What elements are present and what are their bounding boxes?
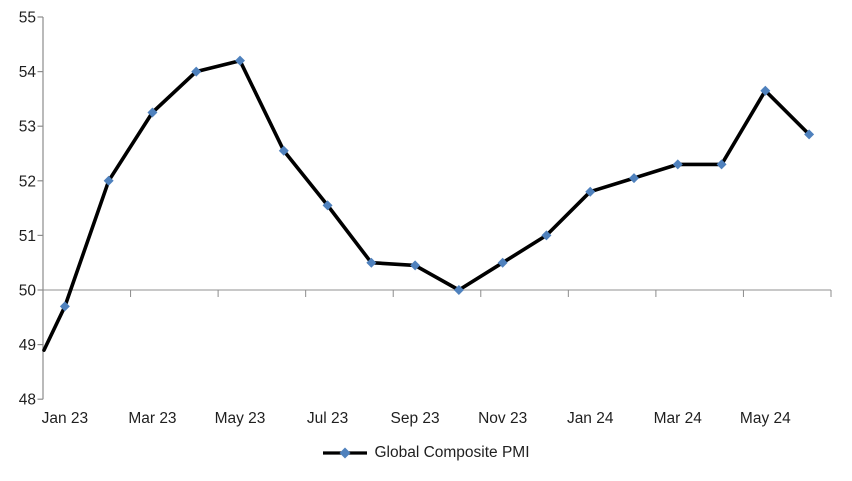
data-point-marker xyxy=(103,175,114,186)
data-point-marker xyxy=(322,200,333,211)
x-tick-label: May 23 xyxy=(215,410,266,427)
chart-legend: Global Composite PMI xyxy=(0,444,852,462)
y-tick-label: 54 xyxy=(19,64,37,81)
data-point-marker xyxy=(410,260,421,271)
data-point-marker xyxy=(804,129,815,140)
x-tick-label: Mar 24 xyxy=(654,410,703,427)
x-tick-label: Jan 24 xyxy=(567,410,614,427)
data-point-marker xyxy=(235,55,245,66)
y-tick-label: 48 xyxy=(19,392,36,409)
data-point-marker xyxy=(147,107,158,118)
x-tick-label: May 24 xyxy=(740,410,791,427)
data-point-marker xyxy=(191,66,202,77)
data-point-marker xyxy=(760,85,771,96)
y-tick-label: 50 xyxy=(19,283,37,300)
pmi-series-line xyxy=(42,58,811,352)
x-tick-label: Nov 23 xyxy=(478,410,527,427)
x-tick-label: Jan 23 xyxy=(42,410,89,427)
data-point-marker xyxy=(366,257,377,268)
legend-line-marker-icon xyxy=(323,447,368,459)
data-point-marker xyxy=(629,173,639,184)
data-point-marker xyxy=(585,186,596,197)
data-point-marker xyxy=(716,159,727,170)
x-tick-label: Mar 23 xyxy=(128,410,176,427)
data-point-marker xyxy=(541,230,552,241)
data-point-marker xyxy=(278,145,289,156)
data-point-marker xyxy=(453,285,464,295)
y-tick-label: 52 xyxy=(19,173,36,190)
data-point-marker xyxy=(59,301,70,312)
data-point-marker xyxy=(497,257,508,268)
y-tick-label: 55 xyxy=(19,10,36,27)
data-point-marker xyxy=(672,159,683,170)
y-tick-label: 49 xyxy=(19,337,36,354)
x-tick-label: Jul 23 xyxy=(307,410,348,427)
legend-label: Global Composite PMI xyxy=(374,444,530,462)
y-tick-label: 53 xyxy=(19,119,36,136)
x-tick-label: Sep 23 xyxy=(391,410,440,427)
y-tick-label: 51 xyxy=(19,228,36,245)
